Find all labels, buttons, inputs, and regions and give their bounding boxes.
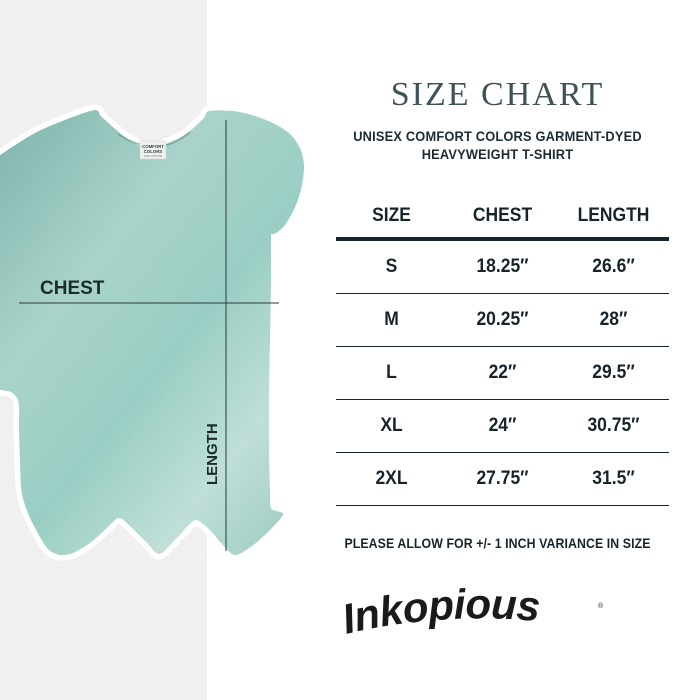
svg-text:®: ® [598,602,604,610]
svg-text:LENGTH: LENGTH [204,423,221,485]
svg-text:COLORS: COLORS [144,149,163,154]
svg-text:CHEST: CHEST [40,278,105,299]
svg-text:100% COTTON: 100% COTTON [144,154,162,158]
svg-text:Inkopious: Inkopious [338,588,542,643]
